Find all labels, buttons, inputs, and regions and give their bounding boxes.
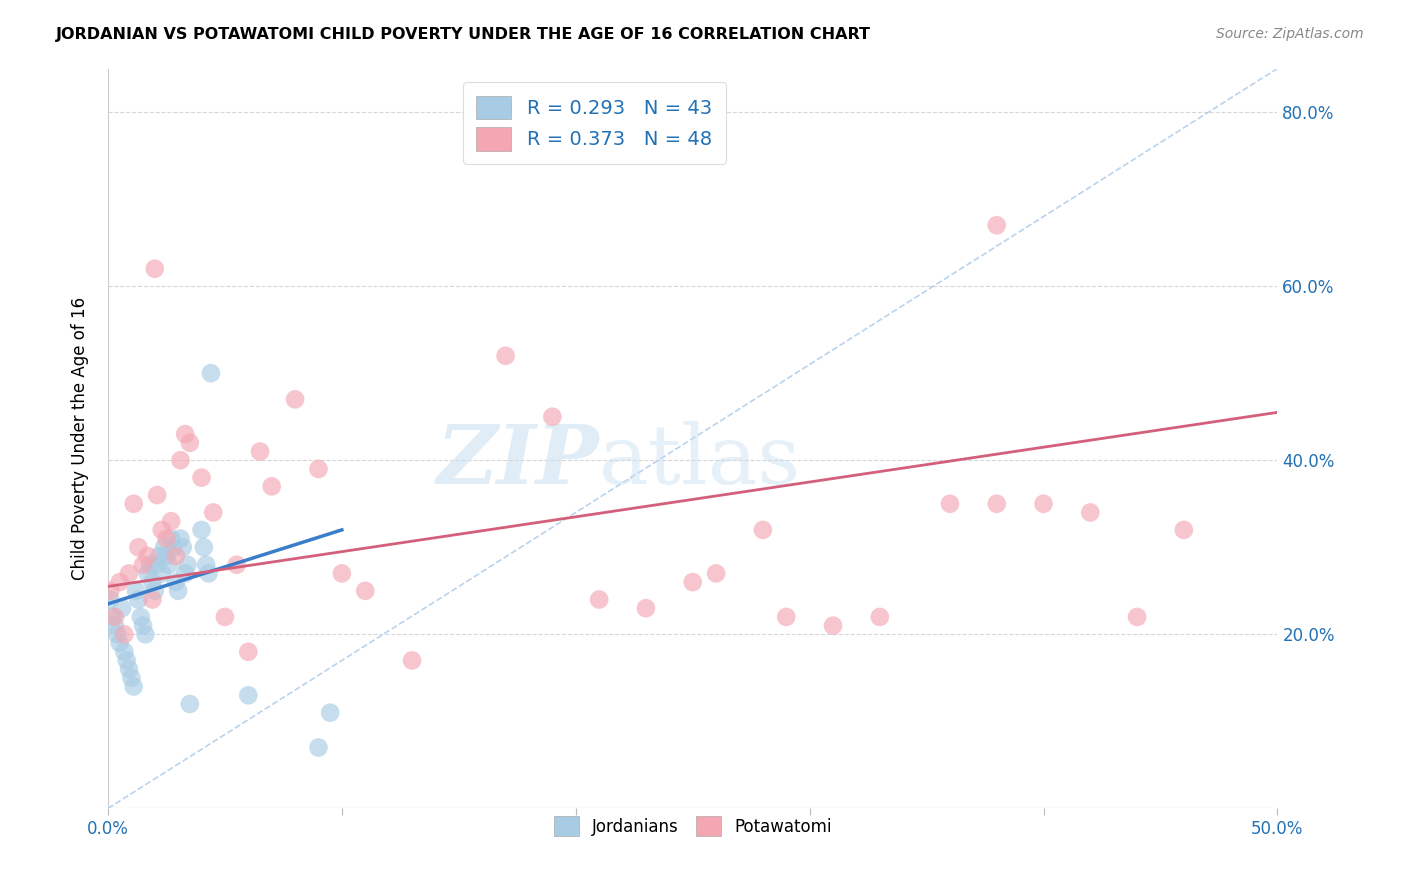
Point	[174, 427, 197, 442]
Point	[120, 671, 142, 685]
Point	[319, 706, 342, 720]
Point	[197, 566, 219, 581]
Point	[169, 453, 191, 467]
Point	[141, 575, 163, 590]
Point	[146, 558, 169, 572]
Point	[986, 218, 1008, 232]
Point	[354, 583, 377, 598]
Point	[308, 462, 330, 476]
Point	[146, 488, 169, 502]
Point	[160, 532, 183, 546]
Point	[588, 592, 610, 607]
Point	[165, 575, 187, 590]
Point	[143, 583, 166, 598]
Point	[160, 514, 183, 528]
Point	[125, 583, 148, 598]
Point	[162, 541, 184, 555]
Point	[122, 680, 145, 694]
Point	[238, 688, 260, 702]
Point	[238, 645, 260, 659]
Point	[200, 366, 222, 380]
Point	[249, 444, 271, 458]
Point	[634, 601, 657, 615]
Point	[704, 566, 727, 581]
Point	[541, 409, 564, 424]
Point	[134, 627, 156, 641]
Point	[869, 610, 891, 624]
Point	[752, 523, 775, 537]
Point	[150, 566, 173, 581]
Point	[1078, 506, 1101, 520]
Point	[111, 601, 134, 615]
Point	[308, 740, 330, 755]
Text: ZIP: ZIP	[436, 421, 599, 500]
Point	[939, 497, 962, 511]
Point	[112, 645, 135, 659]
Point	[193, 541, 215, 555]
Text: Source: ZipAtlas.com: Source: ZipAtlas.com	[1216, 27, 1364, 41]
Point	[155, 532, 177, 546]
Point	[495, 349, 517, 363]
Point	[143, 261, 166, 276]
Point	[167, 583, 190, 598]
Point	[139, 558, 162, 572]
Point	[179, 697, 201, 711]
Point	[98, 592, 121, 607]
Point	[108, 636, 131, 650]
Point	[104, 618, 127, 632]
Point	[136, 566, 159, 581]
Point	[1126, 610, 1149, 624]
Legend: Jordanians, Potawatomi: Jordanians, Potawatomi	[546, 807, 839, 845]
Point	[174, 566, 197, 581]
Point	[986, 497, 1008, 511]
Point	[98, 583, 121, 598]
Point	[214, 610, 236, 624]
Point	[127, 592, 149, 607]
Text: JORDANIAN VS POTAWATOMI CHILD POVERTY UNDER THE AGE OF 16 CORRELATION CHART: JORDANIAN VS POTAWATOMI CHILD POVERTY UN…	[56, 27, 872, 42]
Point	[284, 392, 307, 407]
Point	[165, 549, 187, 563]
Point	[179, 435, 201, 450]
Point	[129, 610, 152, 624]
Point	[225, 558, 247, 572]
Point	[195, 558, 218, 572]
Point	[127, 541, 149, 555]
Point	[169, 532, 191, 546]
Point	[115, 653, 138, 667]
Point	[190, 523, 212, 537]
Point	[157, 558, 180, 572]
Point	[118, 566, 141, 581]
Text: atlas: atlas	[599, 421, 801, 500]
Point	[682, 575, 704, 590]
Point	[150, 523, 173, 537]
Point	[260, 479, 283, 493]
Point	[104, 610, 127, 624]
Point	[108, 575, 131, 590]
Point	[1032, 497, 1054, 511]
Point	[775, 610, 797, 624]
Point	[190, 470, 212, 484]
Point	[330, 566, 353, 581]
Y-axis label: Child Poverty Under the Age of 16: Child Poverty Under the Age of 16	[72, 297, 89, 580]
Point	[105, 627, 128, 641]
Point	[112, 627, 135, 641]
Point	[153, 541, 176, 555]
Point	[172, 541, 194, 555]
Point	[141, 592, 163, 607]
Point	[401, 653, 423, 667]
Point	[101, 610, 124, 624]
Point	[176, 558, 198, 572]
Point	[202, 506, 225, 520]
Point	[122, 497, 145, 511]
Point	[136, 549, 159, 563]
Point	[148, 549, 170, 563]
Point	[155, 549, 177, 563]
Point	[118, 662, 141, 676]
Point	[132, 558, 155, 572]
Point	[821, 618, 844, 632]
Point	[132, 618, 155, 632]
Point	[1173, 523, 1195, 537]
